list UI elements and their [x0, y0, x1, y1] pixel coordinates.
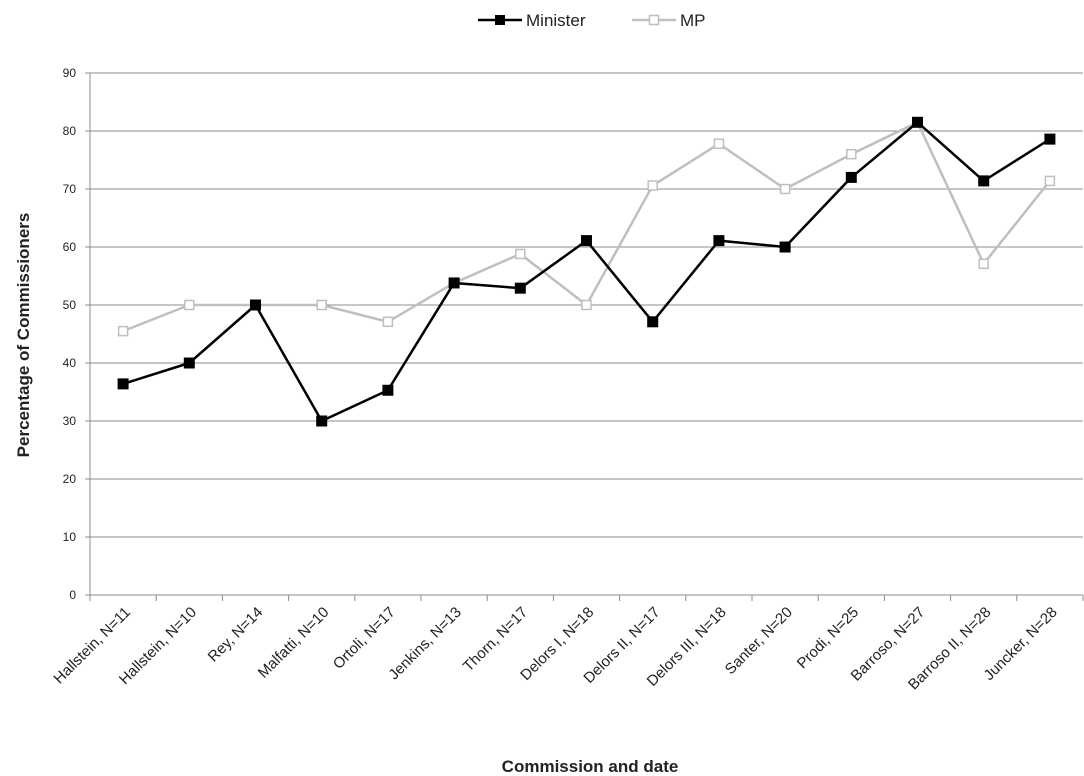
- data-point-minister: [316, 415, 328, 427]
- series-markers: [117, 116, 1056, 427]
- y-tick-label: 80: [63, 124, 77, 138]
- data-point-minister: [845, 171, 857, 183]
- data-point-minister: [514, 282, 526, 294]
- y-tick-label: 90: [63, 66, 77, 80]
- x-tick-label: Prodi, N=25: [794, 604, 862, 672]
- legend-marker-minister: [495, 15, 505, 25]
- x-tick-label: Santer, N=20: [722, 604, 796, 678]
- data-point-mp: [647, 180, 658, 191]
- data-point-mp: [515, 248, 526, 260]
- data-point-mp: [581, 299, 592, 311]
- data-point-minister: [647, 316, 659, 328]
- series-line-minister: [122, 121, 1051, 423]
- legend: Minister MP: [478, 11, 706, 30]
- data-point-minister: [250, 299, 261, 311]
- data-point-mp: [713, 138, 725, 150]
- x-tick-label: Ortoli, N=17: [330, 604, 399, 673]
- y-tick-label: 20: [63, 472, 77, 486]
- series-lines: [122, 121, 1051, 423]
- data-point-minister: [1044, 133, 1056, 145]
- data-point-minister: [448, 277, 460, 289]
- data-point-minister: [581, 235, 592, 247]
- legend-marker-mp: [648, 14, 660, 26]
- data-point-mp: [1044, 175, 1056, 187]
- data-point-minister: [713, 235, 725, 247]
- data-point-minister: [183, 357, 195, 369]
- x-tick-label: Malfatti, N=10: [255, 604, 333, 682]
- data-point-mp: [779, 183, 791, 195]
- data-point-mp: [846, 148, 857, 160]
- data-point-mp: [382, 316, 394, 328]
- y-tick-label: 10: [63, 530, 77, 544]
- y-tick-label: 0: [69, 588, 76, 602]
- x-tick-label: Thorn, N=17: [460, 604, 531, 675]
- y-tick-label: 50: [63, 298, 77, 312]
- data-point-mp: [316, 299, 327, 311]
- legend-label-mp: MP: [680, 11, 706, 30]
- y-tick-label: 40: [63, 356, 77, 370]
- legend-label-minister: Minister: [526, 11, 586, 30]
- x-tick-label: Rey, N=14: [205, 604, 267, 666]
- y-axis-title: Percentage of Commissioners: [14, 213, 33, 458]
- y-tick-label: 70: [63, 182, 77, 196]
- data-point-minister: [117, 378, 129, 390]
- y-tick-label: 30: [63, 414, 77, 428]
- data-point-mp: [184, 299, 195, 311]
- data-point-minister: [978, 175, 990, 187]
- data-point-minister: [779, 241, 791, 253]
- data-point-minister: [912, 116, 923, 128]
- y-tick-labels: 0 10 20 30 40 50 60 70 80 90: [63, 66, 77, 602]
- y-tick-label: 60: [63, 240, 77, 254]
- axes: [85, 72, 1084, 601]
- data-point-mp: [978, 258, 989, 270]
- x-axis-title: Commission and date: [502, 757, 679, 776]
- data-point-minister: [382, 384, 394, 396]
- data-point-mp: [117, 325, 129, 337]
